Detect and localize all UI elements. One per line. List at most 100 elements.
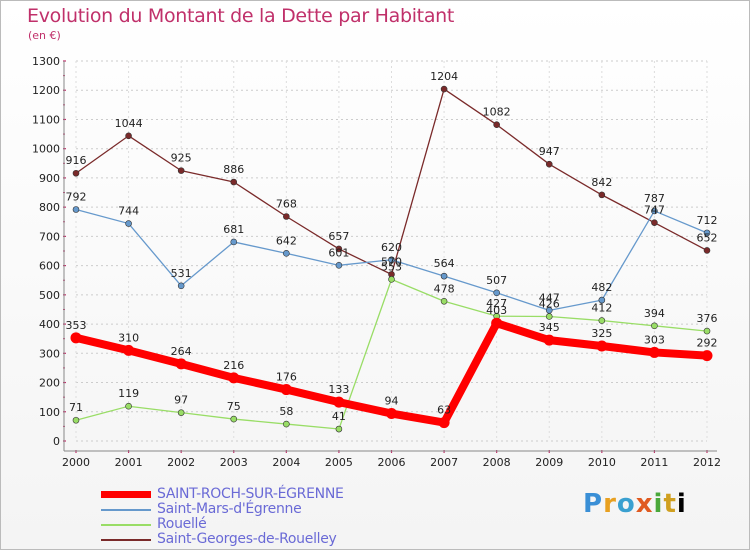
data-labels: 916 1044 925 886 768 657 570 1204 1082 947 842 747 6… [66,70,718,423]
y-tick-label: 0 [53,435,60,448]
data-point [125,402,132,410]
x-tick-label: 2007 [430,456,458,469]
data-point [438,417,450,429]
data-point [440,272,448,280]
x-tick-label: 2000 [62,456,90,469]
data-label: 447 [539,291,560,304]
y-tick-label: 400 [39,318,60,331]
y-tick-label: 1300 [32,55,60,68]
data-label: 1082 [483,106,511,119]
data-point [177,167,185,174]
data-point [280,384,292,396]
data-label: 787 [644,192,665,205]
data-point [125,132,132,140]
data-point [598,317,606,324]
data-label: 1044 [115,117,143,130]
x-tick-label: 2006 [378,456,406,469]
data-label: 842 [591,176,612,189]
legend-swatch [101,539,151,541]
data-label: 303 [644,333,665,346]
data-label: 601 [328,246,349,259]
data-label: 657 [328,230,349,243]
series-lines [70,85,713,433]
data-point [283,250,290,257]
data-point [177,409,185,416]
axes: 0 100 200 300 400 500 600 700 800 900 1000 1100 1200… [32,55,721,469]
data-point [335,425,343,433]
y-tick-label: 500 [39,289,60,302]
chart-subtitle: (en €) [28,29,61,42]
data-point [72,206,80,213]
data-point [230,178,238,186]
data-point [543,334,555,346]
y-tick-label: 800 [39,201,60,214]
data-label: 744 [118,205,139,218]
data-point [230,238,238,246]
legend-swatch [101,524,151,526]
data-label: 345 [539,321,560,334]
data-label: 792 [66,190,87,203]
data-label: 1204 [430,70,458,83]
data-point [703,229,711,237]
data-point [123,344,135,356]
data-label: 412 [591,302,612,315]
data-label: 403 [486,304,507,317]
data-point [493,289,500,297]
data-point [703,247,711,254]
x-tick-label: 2011 [640,456,668,469]
data-point [388,256,395,264]
data-point [283,213,290,220]
data-label: 376 [697,312,718,325]
data-label: 925 [171,152,192,165]
legend-swatch [101,509,151,511]
y-tick-label: 1200 [32,84,60,97]
data-label: 531 [171,267,192,280]
data-label: 41 [332,410,346,423]
data-label: 482 [591,281,612,294]
data-label: 620 [381,241,402,254]
data-label: 94 [385,395,399,408]
data-point [230,415,238,423]
data-label: 553 [381,260,402,273]
data-point [386,408,397,420]
data-label: 325 [591,327,612,340]
y-tick-label: 700 [39,230,60,243]
data-label: 394 [644,307,665,320]
x-tick-label: 2009 [535,456,563,469]
data-point [703,327,711,335]
legend-label: Saint-Georges-de-Rouelley [157,531,337,547]
data-point [596,340,608,352]
y-tick-label: 200 [39,377,60,390]
data-label: 427 [486,297,507,310]
x-tick-label: 2008 [483,456,511,469]
data-label: 507 [486,274,507,287]
y-tick-label: 1100 [32,113,60,126]
legend-label: Saint-Mars-d'Égrenne [157,501,302,517]
data-label: 564 [434,257,455,270]
data-point [177,282,185,290]
x-tick-label: 2010 [588,456,616,469]
data-point [651,322,658,330]
data-label: 570 [381,255,402,268]
x-tick-label: 2004 [272,456,300,469]
data-point [651,219,658,226]
data-point [335,245,343,253]
y-tick-label: 100 [39,406,60,419]
data-point [648,346,660,358]
data-label: 681 [223,223,244,236]
data-point [283,420,290,428]
x-tick-label: 2003 [220,456,248,469]
data-label: 216 [223,359,244,372]
data-point [70,332,82,344]
data-point [701,350,713,362]
legend-label: Rouellé [157,516,207,532]
data-point [493,121,500,129]
data-point [335,262,343,269]
data-point [228,372,240,384]
legend-label: SAINT-ROCH-SUR-ÉGRENNE [157,486,344,502]
data-point [598,296,606,304]
data-label: 353 [66,319,87,332]
data-point [440,85,448,93]
